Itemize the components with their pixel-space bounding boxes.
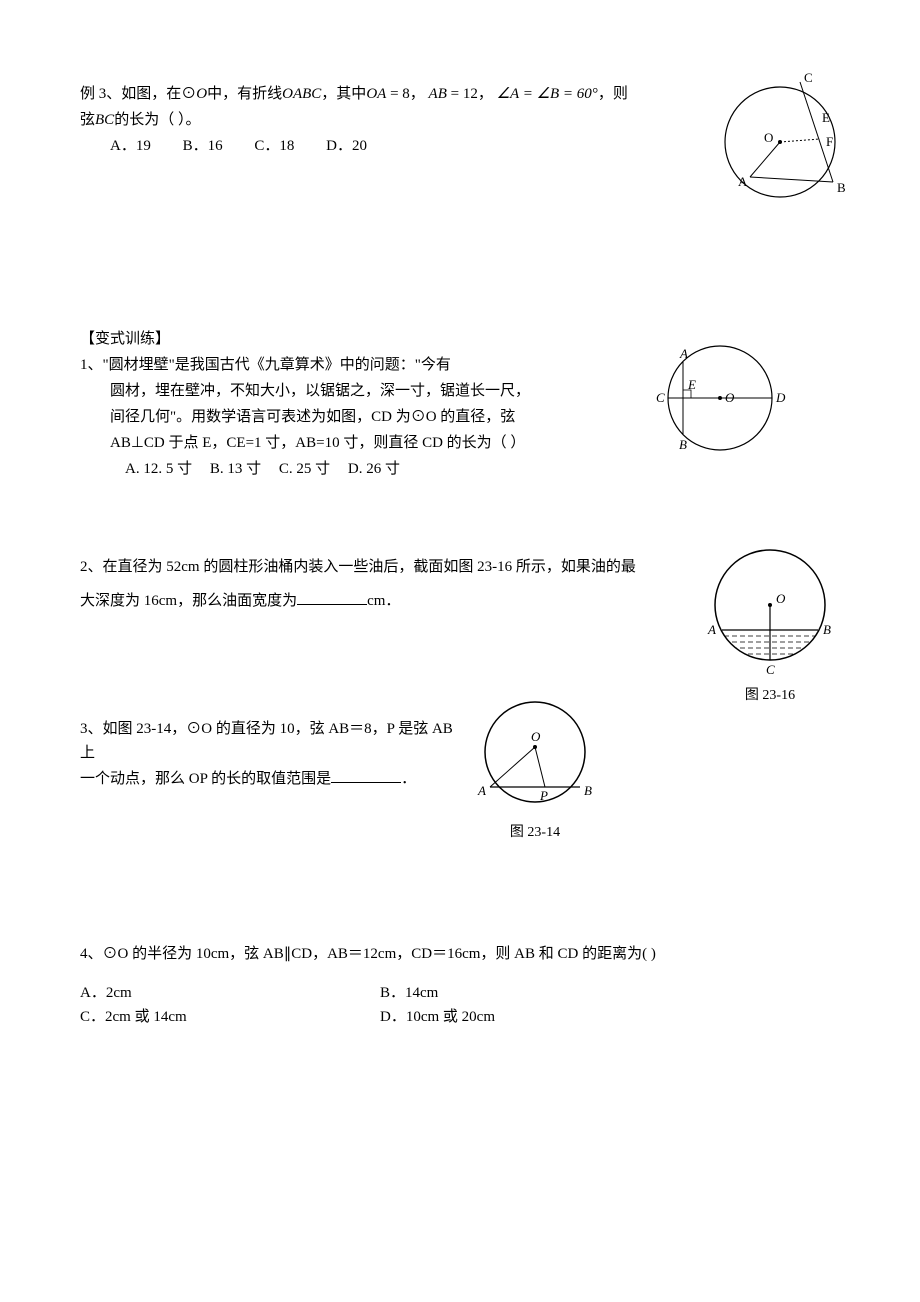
label-B: B (837, 180, 846, 195)
label-O: O (531, 729, 541, 744)
label-E: E (822, 110, 830, 125)
label-E: E (687, 377, 696, 392)
stem-text: 的长为（ ）。 (114, 112, 200, 128)
question-text: 3、如图 23-14，⊙O 的直径为 10，弦 AB＝8，P 是弦 AB 上 一… (80, 717, 460, 791)
figure-circle-cd-ab: A B C D E O (620, 343, 820, 466)
line4: AB⊥CD 于点 E，CE=1 寸，AB=10 寸，则直径 CD 的长为（ ） (80, 431, 600, 455)
option-a: A．2cm (80, 981, 380, 1005)
question-text: 例 3、如图，在⊙O中，有折线OABC，其中OA = 8， AB = 12， ∠… (80, 82, 700, 158)
label-A: A (738, 174, 748, 189)
stem-text: ， (478, 86, 493, 102)
question-1: 1、"圆材埋壁"是我国古代《九章算术》中的问题："今有 圆材，埋在壁冲，不知大小… (80, 353, 840, 483)
question-2: 2、在直径为 52cm 的圆柱形油桶内装入一些油后，截面如图 23-16 所示，… (80, 555, 840, 635)
label-C: C (656, 390, 665, 405)
option-c: C．2cm 或 14cm (80, 1005, 380, 1029)
label-C: C (766, 662, 775, 675)
line1: 2、在直径为 52cm 的圆柱形油桶内装入一些油后，截面如图 23-16 所示，… (80, 555, 660, 579)
blank-input[interactable] (331, 782, 401, 783)
stem-text: 中，有折线 (207, 86, 282, 102)
stem: 4、⊙O 的半径为 10cm，弦 AB∥CD，AB＝12cm，CD＝16cm，则… (80, 942, 840, 966)
option-d: D．10cm 或 20cm (380, 1005, 680, 1029)
stem-text: 弦 (80, 112, 95, 128)
question-text: 1、"圆材埋壁"是我国古代《九章算术》中的问题："今有 圆材，埋在壁冲，不知大小… (80, 353, 600, 481)
line2b: cm． (367, 593, 400, 609)
options-row: A. 12. 5 寸 B. 13 寸 C. 25 寸 D. 26 寸 (80, 457, 600, 481)
line3: 间径几何"。用数学语言可表述为如图，CD 为⊙O 的直径，弦 (80, 405, 600, 429)
option-d: D．20 (326, 134, 367, 158)
var-OABC: OABC (282, 86, 321, 102)
stem-text: ，其中 (321, 86, 366, 102)
option-d: D. 26 寸 (348, 457, 400, 481)
var-OA: OA (366, 86, 386, 102)
option-c: C. 25 寸 (279, 457, 330, 481)
label-A: A (477, 783, 486, 798)
question-4: 4、⊙O 的半径为 10cm，弦 AB∥CD，AB＝12cm，CD＝16cm，则… (80, 942, 840, 1029)
figure-circle-oabc: O A B C E F (720, 72, 860, 220)
options-row: A．19 B．16 C．18 D．20 (80, 134, 700, 158)
options-grid: A．2cm B．14cm C．2cm 或 14cm D．10cm 或 20cm (80, 981, 840, 1029)
label-D: D (775, 390, 786, 405)
figure-23-14: O A B P 图 23-14 (460, 697, 610, 844)
var-AB: AB (429, 86, 447, 102)
label-B: B (584, 783, 592, 798)
angle-text: ∠A = ∠B = 60° (497, 86, 598, 102)
label-P: P (539, 788, 548, 803)
option-a: A. 12. 5 寸 (125, 457, 192, 481)
var-BC: BC (95, 112, 114, 128)
figure-23-16: O A B C 图 23-16 (700, 545, 840, 707)
line1: 3、如图 23-14，⊙O 的直径为 10，弦 AB＝8，P 是弦 AB 上 (80, 717, 460, 765)
question-example-3: 例 3、如图，在⊙O中，有折线OABC，其中OA = 8， AB = 12， ∠… (80, 82, 840, 222)
line2: 圆材，埋在壁冲，不知大小，以锯锯之，深一寸，锯道长一尺， (80, 379, 600, 403)
label-F: F (826, 134, 833, 149)
line1: 1、"圆材埋壁"是我国古代《九章算术》中的问题："今有 (80, 353, 600, 377)
blank-input[interactable] (297, 604, 367, 605)
stem-text: ， (410, 86, 425, 102)
question-text: 2、在直径为 52cm 的圆柱形油桶内装入一些油后，截面如图 23-16 所示，… (80, 555, 660, 613)
label-O: O (725, 390, 735, 405)
option-a: A．19 (110, 134, 151, 158)
var-O: O (196, 86, 207, 102)
figure-caption: 图 23-16 (700, 685, 840, 707)
label-A: A (679, 346, 688, 361)
stem-text: 例 3、如图，在⊙ (80, 86, 196, 102)
figure-caption: 图 23-14 (460, 822, 610, 844)
val: 12 (463, 86, 478, 102)
stem-text: = (386, 86, 402, 102)
option-b: B．14cm (380, 981, 680, 1005)
label-O: O (764, 130, 773, 145)
label-O: O (776, 591, 786, 606)
line2a: 大深度为 16cm，那么油面宽度为 (80, 593, 297, 609)
label-A: A (707, 622, 716, 637)
label-C: C (804, 72, 813, 85)
label-B: B (679, 437, 687, 452)
stem-text: ，则 (598, 86, 628, 102)
option-b: B. 13 寸 (210, 457, 261, 481)
option-c: C．18 (254, 134, 294, 158)
line2a: 一个动点，那么 OP 的长的取值范围是 (80, 771, 331, 787)
val: 8 (402, 86, 410, 102)
label-B: B (823, 622, 831, 637)
option-b: B．16 (183, 134, 223, 158)
stem-text: = (447, 86, 463, 102)
question-3: 3、如图 23-14，⊙O 的直径为 10，弦 AB＝8，P 是弦 AB 上 一… (80, 717, 840, 867)
line2b: ． (401, 771, 416, 787)
